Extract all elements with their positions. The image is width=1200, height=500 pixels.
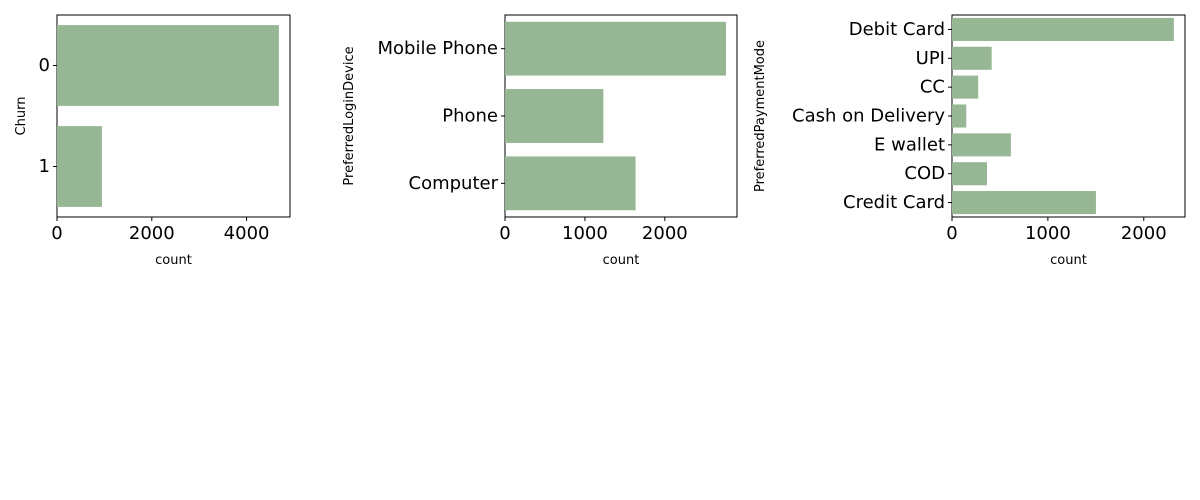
payment-mode-plot-frame bbox=[951, 14, 1186, 218]
payment-mode-bar-credit-card bbox=[952, 191, 1096, 215]
churn-bar-1 bbox=[57, 126, 102, 207]
payment-mode-marks: Debit Card UPI CC Cash on Delivery E wallet C… bbox=[792, 17, 1174, 244]
payment-mode-bar-upi bbox=[952, 46, 992, 70]
payment-mode-x-tick-label-0: 0 bbox=[946, 223, 957, 244]
payment-mode-x-tick-label-1000: 1000 bbox=[1025, 223, 1071, 244]
payment-mode-x-tick-label-2000: 2000 bbox=[1121, 223, 1167, 244]
login-device-bar-mobile-phone bbox=[505, 21, 726, 76]
churn-y-axis-label: Churn bbox=[14, 97, 29, 136]
churn-bar-0 bbox=[57, 25, 279, 106]
churn-x-axis-label: count bbox=[155, 253, 192, 268]
payment-mode-y-tick-label-cc: CC bbox=[920, 77, 945, 98]
payment-mode-y-tick-label-cash-on-delivery: Cash on Delivery bbox=[792, 106, 945, 127]
login-device-bar-phone bbox=[505, 89, 604, 143]
payment-mode-x-axis-label: count bbox=[1050, 253, 1087, 268]
payment-mode-bar-cod bbox=[952, 162, 987, 186]
login-device-bar-computer bbox=[505, 156, 636, 211]
payment-mode-bar-cash-on-delivery bbox=[952, 104, 967, 128]
login-device-y-tick-label-mobile-phone: Mobile Phone bbox=[377, 38, 498, 59]
payment-mode-y-axis-label: PreferredPaymentMode bbox=[753, 40, 768, 192]
login-device-x-axis-label: count bbox=[603, 253, 640, 268]
login-device-x-tick-label-1000: 1000 bbox=[562, 223, 608, 244]
payment-mode-bar-e-wallet bbox=[952, 133, 1011, 157]
churn-x-tick-label-2000: 2000 bbox=[129, 223, 175, 244]
churn-y-tick-label-0: 0 bbox=[39, 55, 50, 76]
login-device-panel: count PreferredLoginDevice Mobile Phone P… bbox=[342, 14, 738, 268]
churn-x-tick-label-0: 0 bbox=[51, 223, 62, 244]
login-device-x-tick-label-0: 0 bbox=[499, 223, 510, 244]
payment-mode-y-tick-label-upi: UPI bbox=[916, 48, 945, 69]
churn-y-tick-label-1: 1 bbox=[39, 156, 50, 177]
payment-mode-y-tick-label-credit-card: Credit Card bbox=[843, 192, 945, 213]
payment-mode-bar-cc bbox=[952, 75, 979, 99]
payment-mode-y-tick-label-cod: COD bbox=[904, 163, 945, 184]
login-device-marks: Mobile Phone Phone Computer 0 1000 2000 bbox=[377, 21, 726, 244]
churn-plot-frame bbox=[56, 14, 291, 218]
login-device-y-tick-label-phone: Phone bbox=[442, 106, 498, 127]
churn-x-tick-label-4000: 4000 bbox=[224, 223, 270, 244]
payment-mode-y-tick-label-debit-card: Debit Card bbox=[849, 19, 945, 40]
churn-panel: count Churn 0 1 0 2000 4000 bbox=[14, 14, 291, 268]
churn-marks: 0 1 0 2000 4000 bbox=[39, 25, 279, 244]
login-device-y-tick-label-computer: Computer bbox=[409, 173, 499, 194]
payment-mode-bar-debit-card bbox=[952, 17, 1174, 41]
login-device-y-axis-label: PreferredLoginDevice bbox=[342, 46, 357, 185]
payment-mode-y-tick-label-e-wallet: E wallet bbox=[874, 134, 945, 155]
login-device-x-tick-label-2000: 2000 bbox=[642, 223, 688, 244]
payment-mode-panel: count PreferredPaymentMode Debit Card UPI… bbox=[753, 14, 1186, 268]
